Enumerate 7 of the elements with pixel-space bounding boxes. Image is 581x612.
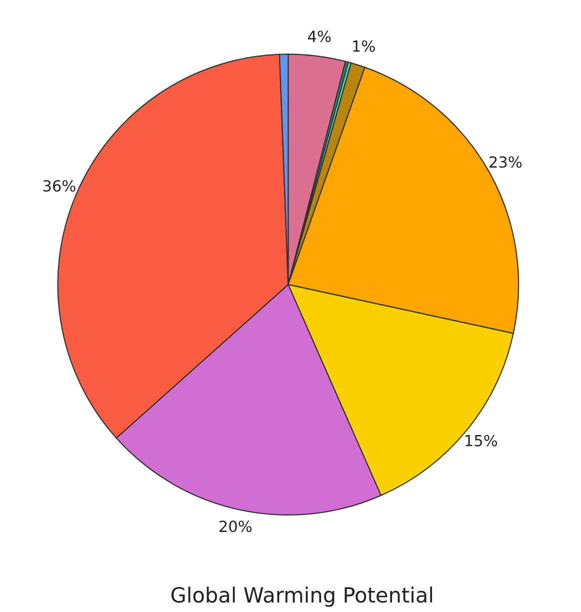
data-label: 4% — [308, 30, 331, 42]
data-label: 20% — [220, 520, 252, 532]
data-label: 1% — [353, 40, 375, 52]
data-label: 23% — [490, 156, 522, 168]
text: Global Warming Potential — [171, 586, 432, 607]
data-label: 36% — [43, 180, 76, 192]
data-label: 15% — [466, 434, 498, 446]
